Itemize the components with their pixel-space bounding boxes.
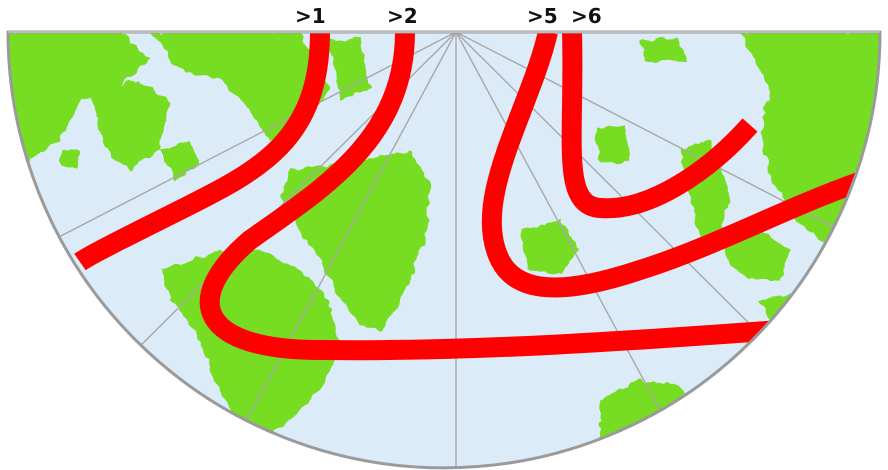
contour-line-5 <box>481 32 880 298</box>
landmass-franz-josef <box>640 38 685 62</box>
contour-line-2 <box>199 32 781 361</box>
landmass-baffin <box>90 80 170 170</box>
label-line-2: >2 <box>387 4 418 28</box>
landmass-svalbard <box>595 125 630 165</box>
label-line-6: >6 <box>571 4 602 28</box>
contour-line-6 <box>561 32 758 219</box>
landmass-greenland <box>330 38 370 100</box>
landmass-ellesmere <box>205 40 250 75</box>
label-line-5: >5 <box>527 4 558 28</box>
landmass-island-small-1 <box>60 150 80 168</box>
contour-line-1 <box>74 32 330 271</box>
red-contour-lines <box>74 32 880 361</box>
landmass-canada <box>8 32 150 240</box>
landmass-arctic-islands <box>150 32 330 140</box>
label-line-1: >1 <box>295 4 326 28</box>
map-outline <box>6 30 882 470</box>
